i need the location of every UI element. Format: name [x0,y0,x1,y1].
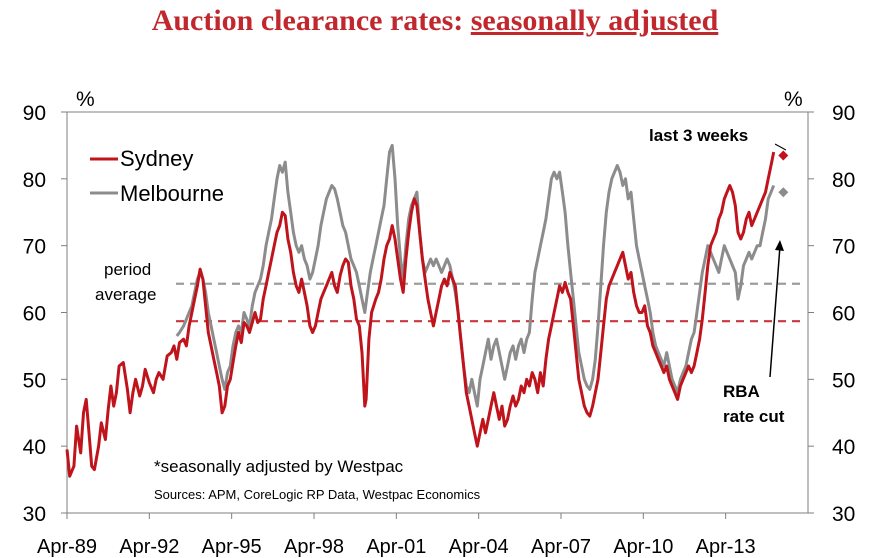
x-tick-label: Apr-07 [531,536,591,558]
rba-arrow-line [769,245,781,378]
period-average-label-line2: average [95,285,156,304]
y-tick-label-left: 90 [23,102,46,125]
rba-arrow-head [775,240,784,251]
rba-label-line2: rate cut [723,407,785,426]
chart-title-emphasis: seasonally adjusted [471,4,719,37]
average-lines [176,282,806,323]
last-point-markers [778,150,789,198]
y-tick-label-right: 30 [832,503,855,526]
seasonal-note: *seasonally adjusted by Westpac [154,457,404,476]
y-tick-label-right: 50 [832,369,855,392]
legend: Sydney Melbourne [90,146,224,206]
y-tick-label-left: 50 [23,369,46,392]
x-tick-label: Apr-10 [613,536,673,558]
y-tick-label-left: 70 [23,236,46,259]
sources-note: Sources: APM, CoreLogic RP Data, Westpac… [154,487,481,502]
y-tick-label-left: 30 [23,503,46,526]
rba-label-line1: RBA [723,382,760,401]
x-tick-label: Apr-89 [37,536,97,558]
series-line-sydney [65,151,776,478]
last-point-marker-sydney [778,150,789,161]
y-tick-label-right: 70 [832,236,855,259]
chart-title: Auction clearance rates: seasonally adju… [152,4,719,37]
right-unit-label: % [784,88,803,111]
last-point-marker-melbourne [778,187,789,198]
y-tick-label-right: 40 [832,436,855,459]
last-weeks-label: last 3 weeks [649,126,748,145]
x-tick-label: Apr-92 [119,536,179,558]
last-weeks-pointer [774,143,787,151]
legend-label-sydney: Sydney [120,146,193,171]
x-tick-label: Apr-95 [202,536,262,558]
x-tick-label: Apr-13 [696,536,756,558]
x-tick-label: Apr-98 [284,536,344,558]
legend-label-melbourne: Melbourne [120,181,224,206]
period-average-label-line1: period [104,260,151,279]
left-unit-label: % [76,88,95,111]
series-lines [65,143,776,478]
y-tick-label-left: 60 [23,303,46,326]
x-tick-label: Apr-04 [449,536,509,558]
y-tick-label-right: 90 [832,102,855,125]
y-tick-label-left: 80 [23,169,46,192]
y-tick-label-right: 80 [832,169,855,192]
x-axis: Apr-89 Apr-92 Apr-95 Apr-98 Apr-01 Apr-04 Apr-… [37,513,756,558]
y-axis-right: 30 40 50 60 70 80 90 [808,102,855,526]
y-axis-left: 30 40 50 60 70 80 90 [23,102,67,526]
y-tick-label-right: 60 [832,303,855,326]
chart-title-main: Auction clearance rates: [152,4,471,37]
series-line-melbourne [175,143,776,408]
y-tick-label-left: 40 [23,436,46,459]
x-tick-label: Apr-01 [366,536,426,558]
